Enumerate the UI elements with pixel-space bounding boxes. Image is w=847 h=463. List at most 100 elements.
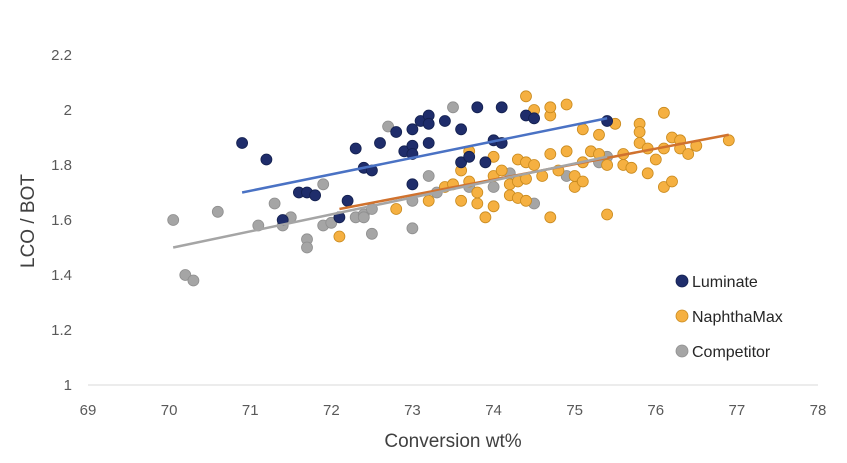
trendline-luminate <box>241 117 608 194</box>
data-point <box>325 216 338 229</box>
data-point <box>236 137 249 149</box>
x-tick-label: 72 <box>323 402 340 419</box>
x-tick-label: 70 <box>161 402 178 419</box>
x-tick-label: 77 <box>729 402 746 419</box>
data-point <box>641 167 654 180</box>
data-point <box>666 175 678 188</box>
data-point <box>593 128 605 141</box>
x-tick-label: 75 <box>566 402 583 419</box>
data-point <box>422 170 435 182</box>
data-point <box>333 230 346 243</box>
data-point <box>260 153 273 166</box>
x-tick-label: 74 <box>485 402 502 419</box>
data-point <box>633 126 646 138</box>
data-point <box>520 90 532 103</box>
data-point <box>487 150 500 163</box>
data-point <box>382 120 395 133</box>
data-point <box>455 123 468 136</box>
data-point <box>568 170 581 182</box>
data-point <box>520 194 532 207</box>
data-point <box>528 112 540 125</box>
data-point <box>341 194 354 207</box>
data-point <box>390 203 403 215</box>
data-point <box>625 161 638 174</box>
legend-marker <box>675 309 689 323</box>
x-tick-label: 71 <box>242 402 259 419</box>
y-tick-label: 1.2 <box>51 322 72 339</box>
data-point <box>560 98 573 111</box>
data-point <box>167 214 180 226</box>
data-point <box>309 189 322 202</box>
data-point <box>406 123 419 136</box>
data-point <box>179 269 192 281</box>
data-point <box>560 145 573 158</box>
trendlines <box>172 117 730 249</box>
data-point <box>682 148 695 160</box>
legend-label: Competitor <box>692 344 771 361</box>
data-point <box>471 186 484 199</box>
data-point <box>422 117 435 130</box>
data-point <box>649 153 662 166</box>
x-axis-ticks: 69 70 71 72 73 74 75 76 77 78 <box>80 402 827 419</box>
data-point <box>479 156 492 169</box>
x-axis-title: Conversion wt% <box>384 431 521 452</box>
data-point <box>374 137 386 149</box>
data-point <box>365 227 378 240</box>
data-point <box>722 134 735 147</box>
y-tick-label: 2.2 <box>51 47 72 64</box>
data-point <box>576 175 589 188</box>
y-axis-title: LCO / BOT <box>18 174 39 268</box>
data-point <box>601 208 613 221</box>
y-tick-label: 1.8 <box>51 157 72 174</box>
data-point <box>406 222 419 235</box>
data-point <box>349 142 362 155</box>
y-tick-label: 1 <box>64 377 72 394</box>
data-point <box>438 115 451 127</box>
data-point <box>447 101 459 114</box>
data-point <box>357 211 370 224</box>
data-point <box>658 106 670 119</box>
data-point <box>471 101 484 114</box>
data-point <box>544 148 557 160</box>
y-tick-label: 2 <box>64 102 72 119</box>
data-point <box>495 101 508 114</box>
legend-label: Luminate <box>692 274 758 291</box>
data-point <box>463 150 476 163</box>
data-point <box>301 241 313 254</box>
data-point <box>487 181 500 193</box>
data-point <box>544 101 557 114</box>
y-tick-label: 1.6 <box>51 212 72 229</box>
data-point <box>633 137 646 149</box>
data-point <box>211 205 224 218</box>
x-tick-label: 78 <box>810 402 827 419</box>
series-competitor-points <box>167 101 613 287</box>
data-point <box>658 181 670 193</box>
data-point <box>544 211 557 224</box>
data-point <box>495 164 508 177</box>
data-point <box>601 159 613 171</box>
legend-label: NaphthaMax <box>692 309 783 326</box>
trendline-competitor <box>172 155 608 249</box>
data-point <box>390 126 403 138</box>
x-tick-label: 76 <box>647 402 664 419</box>
data-point <box>487 200 500 213</box>
data-point <box>187 274 200 287</box>
data-point <box>422 137 435 149</box>
data-point <box>268 197 281 210</box>
legend-marker <box>675 274 689 288</box>
data-point <box>576 123 589 136</box>
y-tick-label: 1.4 <box>51 267 72 284</box>
series-luminate-points <box>236 101 613 226</box>
data-point <box>528 159 540 171</box>
legend: Luminate NaphthaMax Competitor <box>675 274 783 361</box>
legend-marker <box>675 344 689 358</box>
data-point <box>471 197 484 210</box>
data-point <box>455 156 468 169</box>
x-tick-label: 69 <box>80 402 97 419</box>
data-point <box>601 115 613 127</box>
y-axis-ticks: 1 1.2 1.4 1.6 1.8 2 2.2 <box>51 47 72 394</box>
data-point <box>479 211 492 224</box>
x-tick-label: 73 <box>404 402 421 419</box>
data-point <box>317 178 330 191</box>
